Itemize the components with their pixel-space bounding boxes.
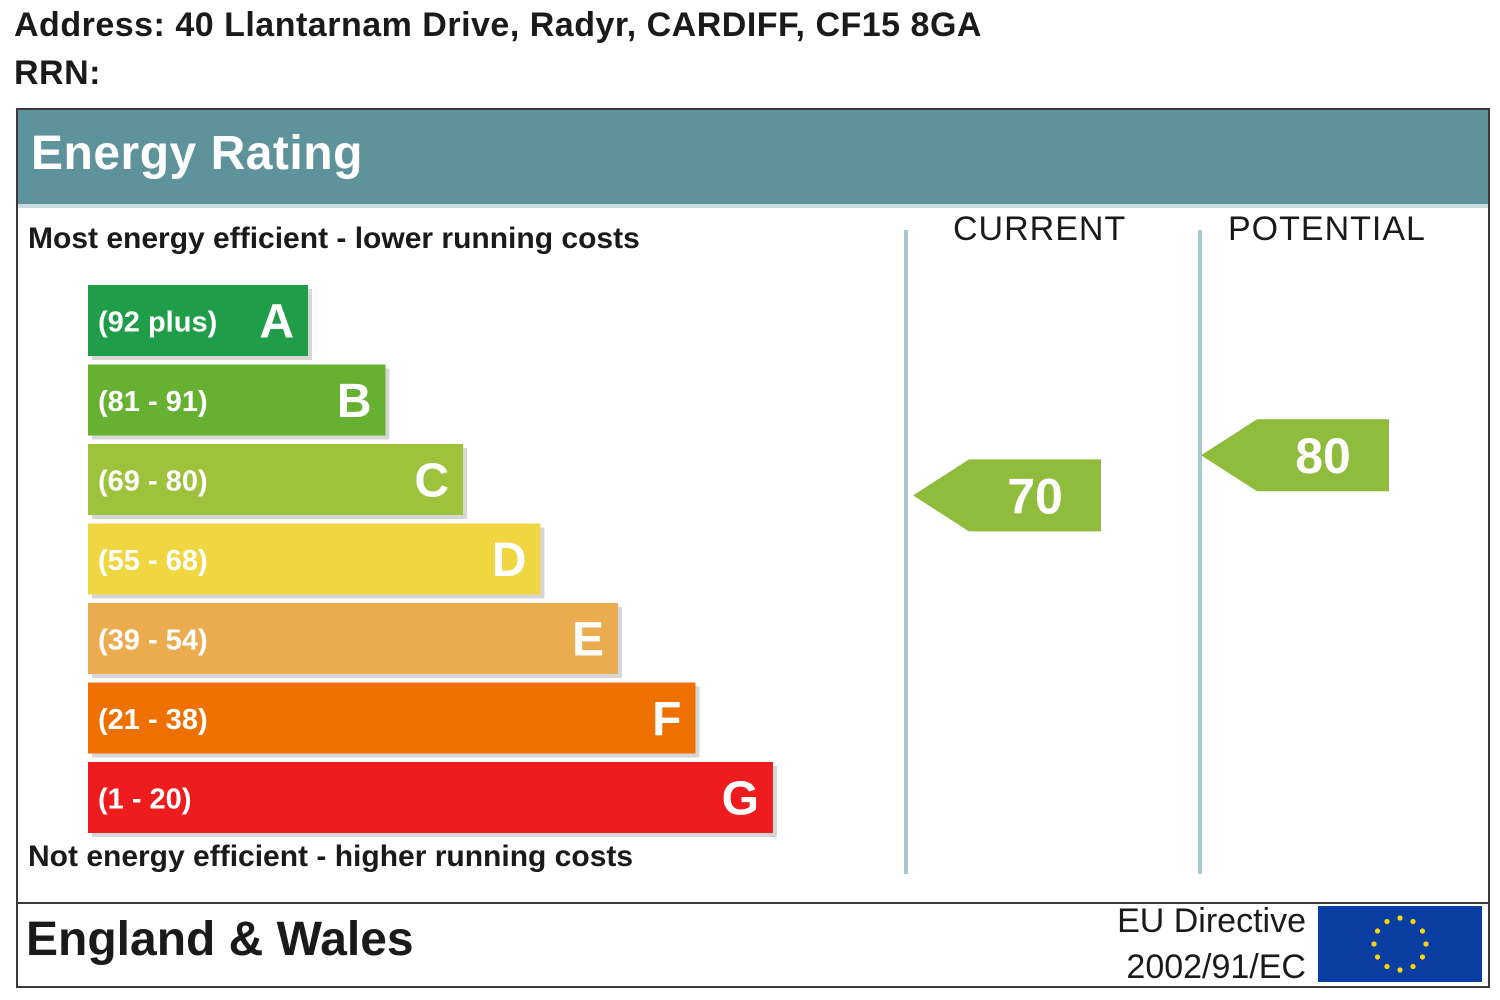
band-bar [88, 523, 541, 595]
band-letter-label: D [492, 534, 527, 587]
eu-star-icon [1423, 941, 1429, 947]
rrn-label: RRN: [14, 54, 101, 92]
current-column-header: CURRENT [953, 210, 1127, 248]
band-e: (39 - 54) E [88, 603, 622, 678]
eu-directive: EU Directive 2002/91/EC [1054, 898, 1306, 990]
eu-star-icon [1410, 918, 1416, 925]
current-rating-arrow: 70 [913, 459, 1101, 532]
band-letter-label: A [259, 296, 294, 349]
bottom-caption: Not energy efficient - higher running co… [28, 840, 634, 873]
eu-star-icon [1397, 967, 1403, 973]
current-rating-arrow-shape [913, 459, 1101, 532]
energy-rating-panel: Energy Rating Most energy efficient - lo… [16, 108, 1490, 988]
panel-header: Energy Rating [18, 110, 1488, 204]
eu-star-icon [1419, 954, 1426, 960]
header-rule [18, 204, 1488, 208]
band-letter-label: G [722, 773, 759, 826]
band-bar [88, 444, 463, 515]
eu-star-icon [1374, 954, 1381, 960]
eu-star-icon [1371, 941, 1377, 947]
band-range-label: (69 - 80) [98, 466, 208, 498]
address-line: Address: 40 Llantarnam Drive, Radyr, CAR… [14, 6, 982, 44]
band-letter-label: B [337, 375, 372, 428]
footer-rule [18, 902, 1488, 904]
column-divider-current [904, 230, 908, 874]
band-letter-label: E [572, 614, 604, 667]
band-range-label: (55 - 68) [98, 545, 208, 577]
band-range-label: (21 - 38) [98, 704, 208, 736]
potential-rating-arrow: 80 [1201, 419, 1389, 492]
eu-star-icon [1374, 928, 1381, 934]
eu-star-icon [1384, 918, 1390, 925]
potential-rating-arrow-shape [1201, 419, 1389, 492]
band-range-label: (81 - 91) [98, 386, 208, 418]
band-bar [88, 603, 618, 674]
column-divider-potential [1198, 230, 1202, 874]
eu-star-icon [1419, 928, 1426, 934]
eu-star-icon [1384, 963, 1390, 970]
potential-rating-arrow-value: 80 [1295, 428, 1351, 484]
top-caption: Most energy efficient - lower running co… [28, 222, 640, 255]
band-letter-label: C [414, 455, 449, 508]
band-bar [88, 285, 308, 356]
band-d: (55 - 68) D [88, 523, 545, 599]
band-a: (92 plus) A [88, 285, 312, 360]
eu-star-icon [1410, 963, 1416, 970]
current-rating-arrow-value: 70 [1007, 468, 1063, 524]
band-bar [88, 682, 696, 754]
band-range-label: (92 plus) [98, 307, 217, 339]
eu-flag-icon [1318, 906, 1482, 982]
band-g: (1 - 20) G [88, 762, 777, 837]
band-range-label: (1 - 20) [98, 784, 191, 816]
band-f: (21 - 38) F [88, 682, 700, 758]
potential-column-header: POTENTIAL [1228, 210, 1426, 248]
directive-line-1: EU Directive [1117, 902, 1306, 940]
band-letter-label: F [652, 693, 681, 746]
region-label: England & Wales [26, 913, 414, 966]
directive-line-2: 2002/91/EC [1126, 948, 1306, 986]
band-bar [88, 364, 386, 436]
panel-title: Energy Rating [31, 127, 363, 180]
band-b: (81 - 91) B [88, 364, 390, 440]
band-bar [88, 762, 773, 833]
eu-star-icon [1397, 915, 1403, 921]
band-c: (69 - 80) C [88, 444, 467, 519]
band-range-label: (39 - 54) [98, 625, 208, 657]
rating-chart: (92 plus) A (81 - 91) B (69 - 80) C (55 - 68) D… [88, 285, 1389, 837]
